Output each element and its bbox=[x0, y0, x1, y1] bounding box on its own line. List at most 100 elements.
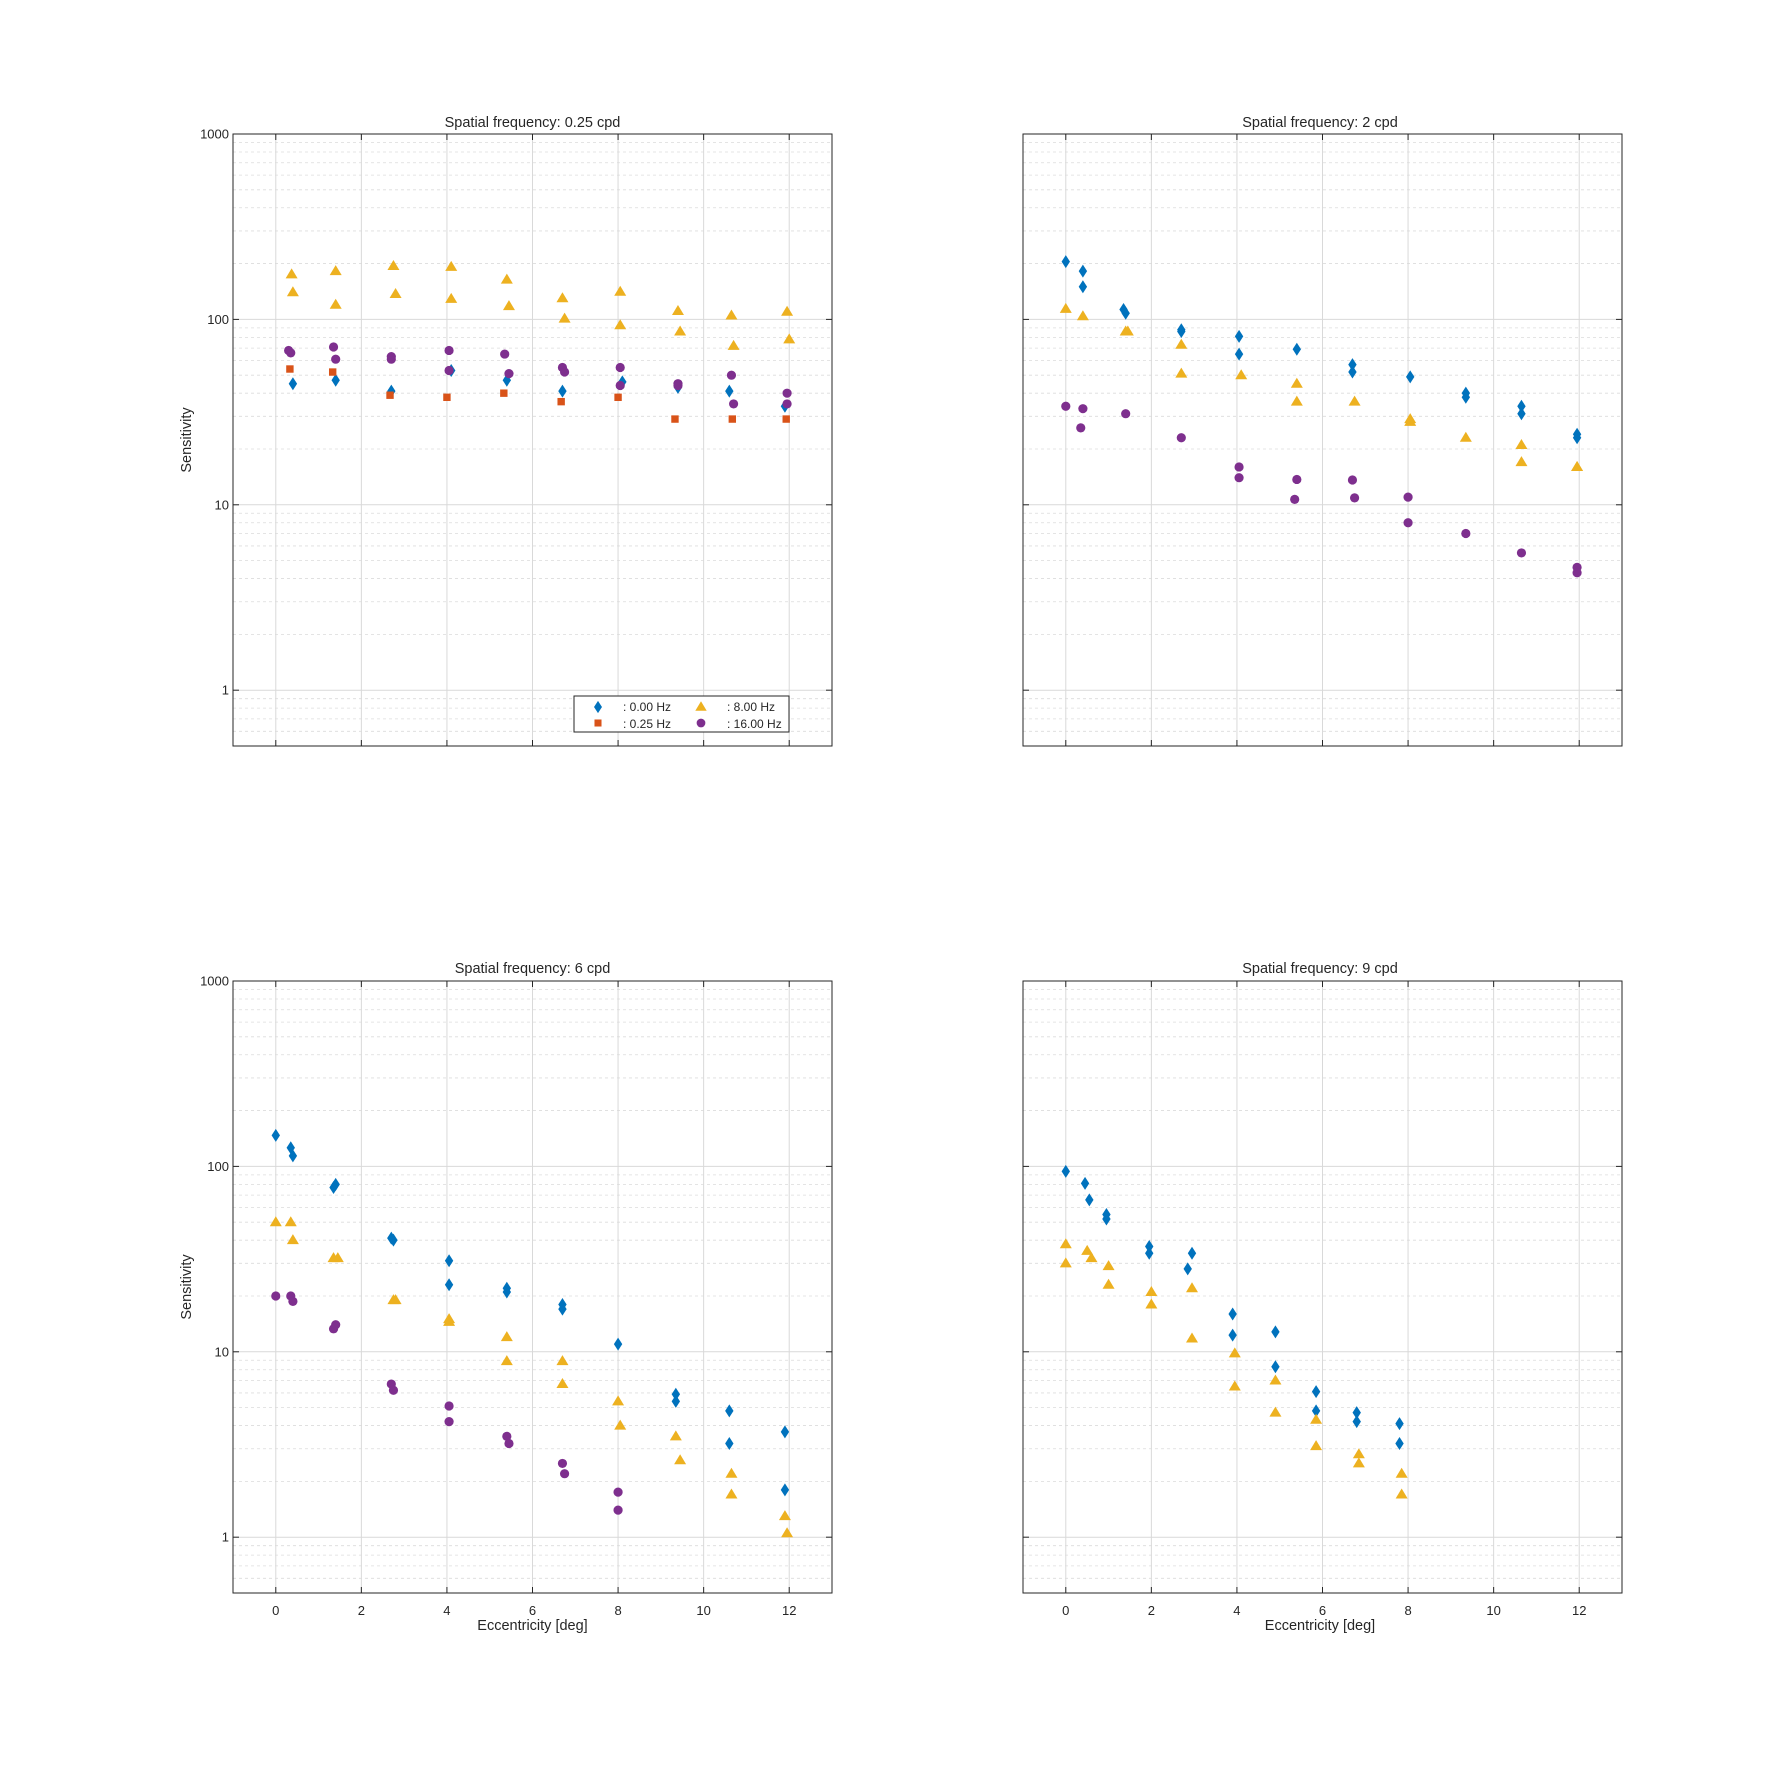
y-tick-label: 1000 bbox=[200, 974, 229, 989]
triangle-marker bbox=[1269, 1374, 1282, 1385]
triangle-marker bbox=[1145, 1286, 1158, 1297]
triangle-marker bbox=[558, 312, 571, 323]
circle-marker bbox=[728, 399, 739, 409]
diamond-marker bbox=[780, 1425, 790, 1439]
triangle-marker bbox=[1290, 377, 1303, 388]
triangle-marker bbox=[1571, 460, 1584, 471]
triangle-marker bbox=[269, 1216, 282, 1227]
triangle-marker bbox=[1395, 1488, 1408, 1499]
triangle-marker bbox=[725, 309, 738, 320]
panel-9-cpd: Spatial frequency: 9 cpd Eccentricity [d… bbox=[1022, 961, 1623, 1634]
triangle-marker bbox=[669, 1430, 682, 1441]
diamond-marker bbox=[1352, 1406, 1361, 1420]
triangle-marker bbox=[445, 260, 458, 271]
y-tick-label: 10 bbox=[215, 1344, 229, 1359]
x-tick-label: 4 bbox=[1233, 1603, 1240, 1618]
triangle-marker bbox=[556, 292, 569, 303]
series-8-00-hz bbox=[1059, 1238, 1408, 1499]
diamond-marker bbox=[558, 1302, 567, 1316]
circle-marker bbox=[559, 367, 570, 377]
triangle-marker bbox=[1059, 1257, 1072, 1268]
diamond-marker bbox=[1145, 1239, 1154, 1253]
circle-marker bbox=[1061, 401, 1071, 411]
triangle-marker bbox=[1076, 310, 1089, 321]
diamond-marker bbox=[1228, 1307, 1237, 1321]
circle-marker bbox=[782, 388, 792, 398]
diamond-marker bbox=[1078, 264, 1088, 278]
circle-marker bbox=[1292, 474, 1302, 485]
triangle-marker bbox=[1145, 1298, 1158, 1309]
diamond-marker bbox=[1183, 1262, 1192, 1276]
diamond-marker bbox=[331, 1177, 340, 1191]
diamond-marker bbox=[288, 1149, 298, 1163]
diamond-marker bbox=[502, 1285, 512, 1299]
x-tick-label: 6 bbox=[1319, 1603, 1326, 1618]
diamond-marker bbox=[1234, 329, 1244, 343]
grid bbox=[233, 133, 832, 747]
x-tick-label: 10 bbox=[696, 1603, 710, 1618]
diamond-marker bbox=[558, 384, 567, 398]
triangle-marker bbox=[1059, 1238, 1072, 1249]
triangle-marker bbox=[286, 286, 299, 297]
circle-marker bbox=[613, 1487, 623, 1497]
circle-marker bbox=[557, 1458, 568, 1469]
diamond-marker bbox=[725, 1404, 734, 1418]
x-tick-label: 0 bbox=[272, 1603, 279, 1618]
diamond-marker bbox=[1061, 255, 1070, 269]
triangle-marker bbox=[500, 1331, 513, 1342]
diamond-marker bbox=[1271, 1360, 1280, 1374]
triangle-marker bbox=[1352, 1448, 1365, 1459]
circle-marker bbox=[615, 362, 625, 373]
circle-marker bbox=[331, 354, 341, 364]
square-marker bbox=[594, 719, 602, 727]
triangle-marker bbox=[1228, 1347, 1241, 1358]
triangle-marker bbox=[614, 285, 627, 296]
diamond-marker bbox=[1461, 390, 1471, 404]
diamond-marker bbox=[1061, 1164, 1070, 1178]
circle-marker bbox=[504, 369, 514, 379]
diamond-marker bbox=[613, 1337, 623, 1351]
ticks bbox=[1023, 133, 1622, 746]
diamond-marker bbox=[1234, 347, 1244, 361]
triangle-marker bbox=[1102, 1260, 1115, 1271]
circle-marker bbox=[559, 1469, 570, 1479]
panel-title: Spatial frequency: 0.25 cpd bbox=[445, 115, 621, 131]
diamond-marker bbox=[1572, 431, 1582, 445]
series-16-00-hz bbox=[1061, 401, 1582, 578]
triangle-marker bbox=[614, 319, 627, 330]
y-tick-label: 100 bbox=[207, 312, 229, 327]
diamond-marker bbox=[1352, 1415, 1361, 1429]
triangle-marker bbox=[612, 1395, 625, 1406]
triangle-marker bbox=[443, 1315, 456, 1326]
square-marker bbox=[286, 365, 294, 373]
triangle-marker bbox=[286, 1234, 299, 1245]
triangle-marker bbox=[614, 1419, 627, 1430]
triangle-marker bbox=[1186, 1332, 1199, 1343]
square-marker bbox=[386, 391, 394, 399]
diamond-marker bbox=[444, 1278, 454, 1292]
triangle-marker bbox=[1235, 369, 1248, 380]
circle-marker bbox=[286, 348, 296, 358]
legend-label-0-00-hz: : 0.00 Hz bbox=[623, 700, 671, 714]
triangle-marker bbox=[1228, 1380, 1241, 1391]
triangle-marker bbox=[502, 300, 515, 311]
panel-0-25-cpd: Spatial frequency: 0.25 cpd Sensitivity … bbox=[179, 115, 833, 747]
triangle-marker bbox=[331, 1252, 344, 1263]
diamond-marker bbox=[1395, 1437, 1404, 1451]
diamond-marker bbox=[1121, 306, 1130, 320]
circle-marker bbox=[1290, 494, 1300, 504]
legend-label-16-00-hz: : 16.00 Hz bbox=[727, 717, 782, 731]
x-tick-label: 8 bbox=[1404, 1603, 1411, 1618]
diamond-marker bbox=[1311, 1385, 1321, 1399]
diamond-marker bbox=[725, 1437, 734, 1451]
circle-marker bbox=[1347, 475, 1358, 485]
diamond-marker bbox=[444, 1254, 454, 1268]
diamond-marker bbox=[1078, 280, 1088, 294]
circle-marker bbox=[1234, 473, 1244, 483]
series-0-00-hz bbox=[1061, 255, 1582, 445]
legend-label-8-00-hz: : 8.00 Hz bbox=[727, 700, 775, 714]
circle-marker bbox=[288, 1296, 298, 1306]
diamond-marker bbox=[1517, 399, 1526, 413]
diamond-marker bbox=[594, 700, 602, 714]
panel-title: Spatial frequency: 2 cpd bbox=[1242, 115, 1398, 131]
